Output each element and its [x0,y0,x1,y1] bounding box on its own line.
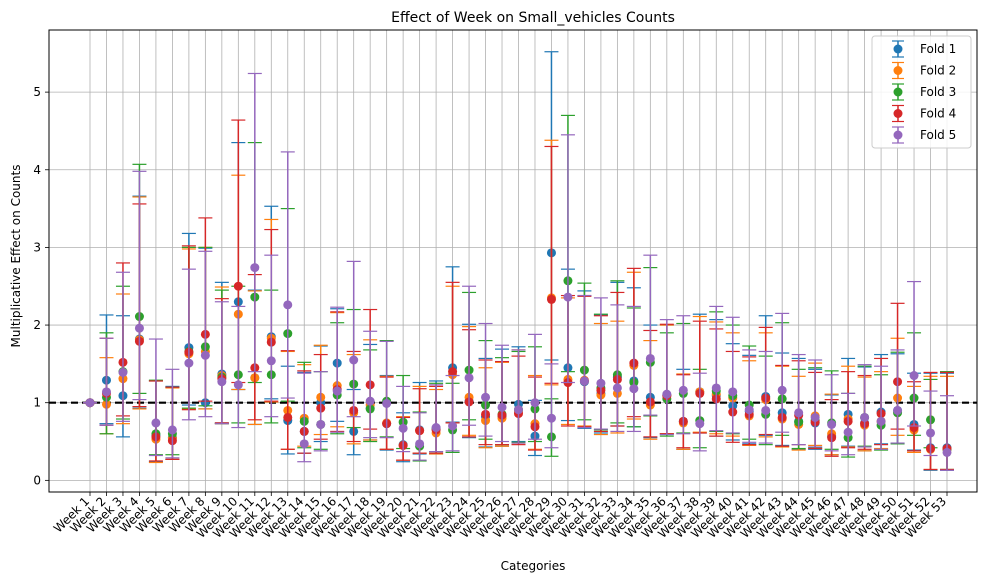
legend-item: Fold 2 [892,61,956,80]
data-point [695,419,705,429]
data-point [563,292,573,302]
data-point [514,405,523,415]
y-axis-label: Multiplicative Effect on Counts [9,165,23,348]
data-point [678,385,688,395]
data-point [464,373,474,383]
data-point [250,263,260,273]
legend-item: Fold 3 [892,83,956,101]
data-point [530,398,540,408]
data-point [167,425,177,435]
legend-box [871,35,972,149]
data-point [497,402,507,412]
data-point [398,423,408,433]
data-point [349,355,359,365]
y-tick-label: 1 [33,396,41,410]
data-point [860,412,870,422]
data-point [728,387,738,397]
data-point [448,421,458,431]
data-point [909,423,919,433]
legend-marker-icon [893,109,903,118]
data-point [909,371,919,381]
data-point [316,419,326,429]
data-point [217,377,227,387]
data-point [893,405,903,415]
data-point [662,389,672,399]
series-5 [83,72,954,471]
data-point [744,405,754,415]
data-point [926,428,936,438]
y-tick-label: 2 [33,318,41,332]
data-point [810,412,820,422]
y-tick-label: 4 [33,163,41,177]
data-point [876,416,886,426]
data-point [415,439,425,449]
data-point [283,412,293,422]
y-axis: 0 1 2 3 4 5 [33,85,49,487]
data-point [612,383,622,393]
legend-item: Fold 5 [892,126,956,144]
data-point [134,323,144,333]
data-point [151,418,161,428]
data-point [266,356,276,366]
data-point [85,398,95,408]
data-point [382,398,392,408]
legend-item: Fold 4 [892,104,956,123]
legend-marker-icon [893,130,903,140]
chart-title: Effect of Week on Small_vehicles Counts [391,10,675,26]
data-point [448,367,458,377]
data-point [233,281,243,291]
plot-area [48,29,978,493]
y-tick-label: 5 [33,85,41,99]
data-point [481,392,491,402]
legend-label: Fold 5 [920,128,956,142]
y-tick-label: 3 [33,240,41,254]
x-axis-label: Categories [501,559,566,573]
data-point [299,439,309,449]
legend: Fold 1 Fold 2 Fold 3 Fold 4 Fold 5 [871,35,972,149]
data-point [827,419,837,429]
data-point [596,378,606,388]
legend-label: Fold 2 [920,64,956,78]
data-point [233,380,243,390]
data-point [777,385,787,395]
data-point [579,376,589,386]
data-point [546,413,556,423]
data-point [761,405,771,415]
legend-item: Fold 1 [892,40,956,58]
data-point [843,427,853,437]
data-point [942,447,952,457]
legend-marker-icon [893,87,903,97]
data-point [332,386,342,396]
data-point [794,408,804,418]
data-point [645,353,655,363]
data-point [365,396,375,406]
data-point [184,358,194,368]
data-point [283,300,293,310]
series-layer [83,51,954,471]
y-tick-label: 0 [33,473,41,487]
data-point [431,423,441,433]
data-point [629,384,639,394]
legend-label: Fold 1 [920,42,956,56]
data-point [200,350,210,360]
data-point [118,367,128,377]
data-point [101,387,111,397]
legend-marker-icon [893,44,903,54]
legend-marker-icon [893,66,903,75]
legend-label: Fold 3 [920,85,956,99]
data-point [711,383,721,393]
data-point [546,294,556,304]
legend-label: Fold 4 [920,107,956,121]
